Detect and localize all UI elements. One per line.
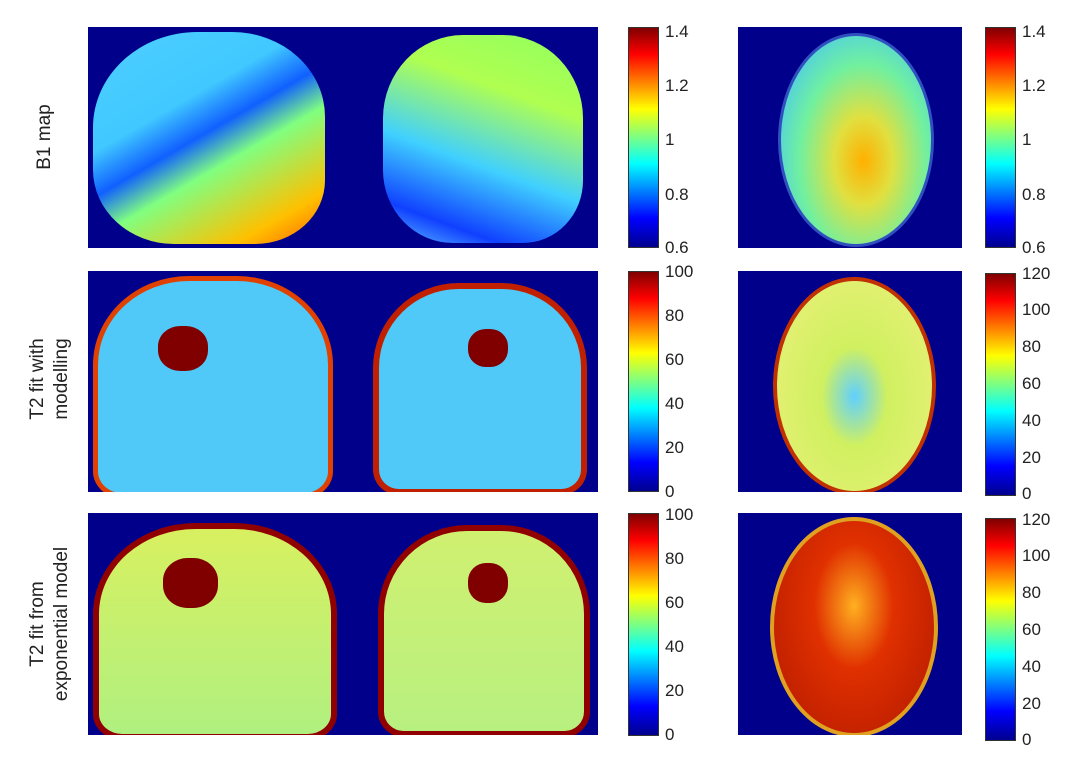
tick-label: 1: [665, 130, 675, 149]
tick-label: 20: [665, 438, 684, 457]
colorbar-row2-right: [985, 273, 1016, 496]
row-label-b1-map: B1 map: [33, 77, 57, 197]
brain-t2: [773, 277, 936, 492]
tick-label: 0: [665, 482, 675, 501]
brain-t2-exponential: [738, 513, 962, 735]
tick-label: 0: [1022, 730, 1032, 749]
thigh-right-t2: [373, 283, 587, 492]
brain-b1-map: [738, 27, 962, 248]
thigh-t2-modelling: [88, 271, 598, 492]
row-label-line: modelling: [51, 338, 72, 420]
tick-label: 80: [665, 306, 684, 325]
tick-label: 20: [1022, 448, 1041, 467]
tick-label: 60: [1022, 374, 1041, 393]
tick-label: 60: [665, 593, 684, 612]
colorbar-row1-right: [985, 27, 1016, 248]
tick-label: 60: [1022, 620, 1041, 639]
thigh-left-b1: [93, 32, 325, 244]
tick-label: 100: [1022, 546, 1051, 565]
tick-label: 40: [665, 394, 684, 413]
tick-label: 0.8: [1022, 185, 1046, 204]
tick-label: 100: [1022, 300, 1051, 319]
tick-label: 1.2: [665, 76, 689, 95]
tick-label: 0: [1022, 484, 1032, 503]
row-label-line: T2 fit with: [27, 338, 48, 420]
thigh-b1-map: [88, 27, 598, 248]
row-label-line: B1 map: [34, 104, 55, 170]
colorbar-row2-left: [628, 271, 659, 492]
brain-t2-modelling: [738, 271, 962, 492]
brain-b1: [778, 33, 934, 247]
row-label-line: exponential model: [51, 546, 72, 702]
tick-label: 80: [1022, 583, 1041, 602]
thigh-t2-exponential: [88, 513, 598, 735]
colorbar-row1-left: [628, 27, 659, 248]
tick-label: 1.2: [1022, 76, 1046, 95]
tick-label: 100: [665, 505, 694, 524]
row-label-t2-exponential: T2 fit from exponential model: [26, 524, 74, 724]
lesion: [468, 329, 508, 367]
tick-label: 1: [1022, 130, 1032, 149]
tick-label: 20: [1022, 694, 1041, 713]
tick-label: 100: [665, 262, 694, 281]
tick-label: 1.4: [665, 22, 689, 41]
tick-label: 80: [665, 549, 684, 568]
tick-label: 0.6: [1022, 238, 1046, 257]
thigh-right-b1: [383, 35, 583, 243]
thigh-left-t2: [93, 276, 333, 492]
tick-label: 120: [1022, 264, 1051, 283]
lesion: [468, 563, 508, 603]
row-label-line: T2 fit from: [27, 581, 48, 667]
lesion: [158, 326, 208, 371]
colorbar-row3-left: [628, 513, 659, 736]
tick-label: 0: [665, 725, 675, 744]
brain-exp: [770, 517, 938, 735]
tick-label: 1.4: [1022, 22, 1046, 41]
tick-label: 20: [665, 681, 684, 700]
tick-label: 0.8: [665, 185, 689, 204]
lesion: [163, 558, 218, 608]
colorbar-row3-right: [985, 518, 1016, 741]
thigh-right-exp: [378, 525, 590, 735]
tick-label: 60: [665, 350, 684, 369]
tick-label: 0.6: [665, 238, 689, 257]
tick-label: 40: [1022, 657, 1041, 676]
tick-label: 40: [665, 637, 684, 656]
tick-label: 80: [1022, 337, 1041, 356]
thigh-left-exp: [93, 523, 337, 735]
row-label-t2-modelling: T2 fit with modelling: [26, 279, 74, 479]
tick-label: 40: [1022, 411, 1041, 430]
tick-label: 120: [1022, 510, 1051, 529]
